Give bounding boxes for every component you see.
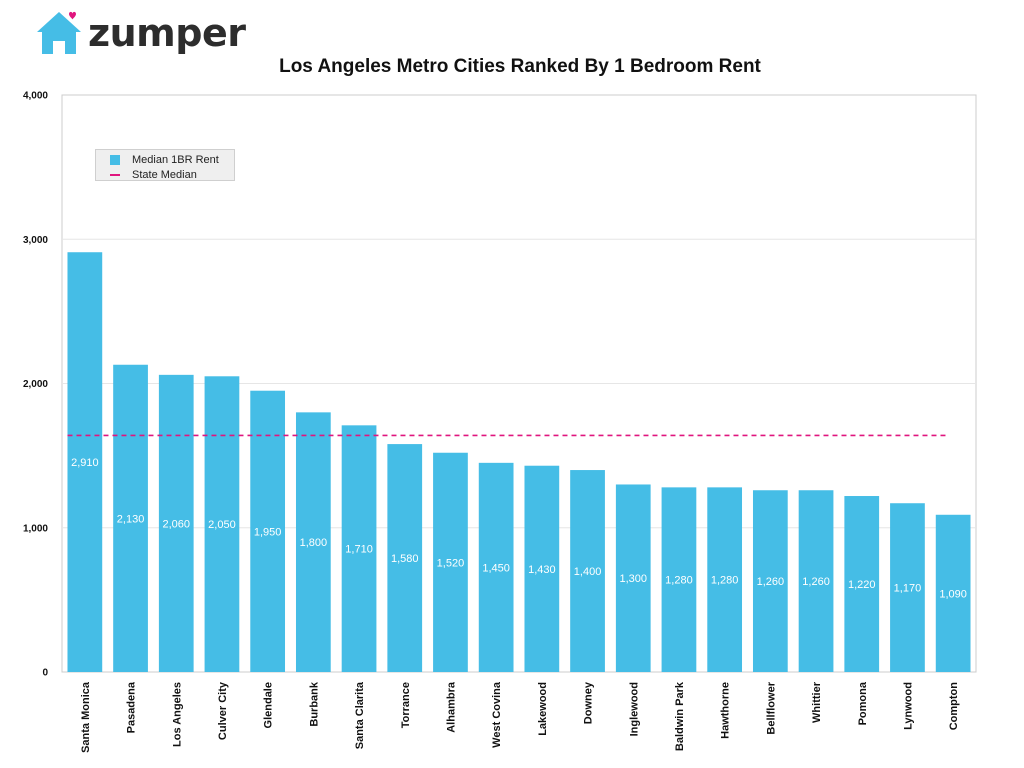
x-category-label: Alhambra — [445, 681, 457, 733]
bar — [295, 412, 331, 672]
bar-value-label: 1,710 — [345, 544, 373, 556]
bar — [935, 514, 971, 672]
x-category-label: Torrance — [400, 682, 412, 728]
bar — [250, 390, 286, 672]
x-category-label: Bellflower — [765, 681, 777, 734]
bar — [524, 465, 560, 672]
x-category-label: Lynwood — [902, 682, 914, 730]
logo-wordmark: zumper — [88, 11, 246, 55]
x-category-label: Santa Clarita — [354, 681, 366, 749]
y-tick-label: 2,000 — [23, 379, 48, 390]
x-category-label: Culver City — [217, 681, 229, 740]
x-category-label: Compton — [948, 682, 960, 731]
bar-value-label: 1,090 — [939, 588, 967, 600]
bar — [113, 364, 148, 672]
bar — [341, 425, 377, 672]
legend-item-median-rent: Median 1BR Rent — [110, 152, 234, 167]
bar — [570, 470, 605, 672]
bar-value-label: 2,130 — [117, 513, 145, 525]
legend-bar-swatch — [110, 154, 120, 165]
x-category-label: Hawthorne — [720, 682, 732, 739]
bar — [204, 376, 240, 672]
bar-value-label: 2,060 — [162, 518, 190, 530]
bar-value-label: 1,260 — [757, 576, 785, 588]
legend-label-median-rent: Median 1BR Rent — [132, 153, 219, 166]
bar — [844, 496, 880, 672]
bar-value-label: 1,400 — [574, 566, 602, 578]
bar — [433, 452, 468, 672]
x-category-label: Lakewood — [537, 682, 549, 736]
legend-dash-swatch — [110, 173, 120, 176]
bar — [890, 503, 925, 672]
bar — [661, 487, 697, 672]
bar-value-label: 1,300 — [619, 573, 647, 585]
bar — [752, 490, 788, 672]
y-tick-label: 0 — [42, 668, 48, 679]
bar-value-label: 1,800 — [300, 537, 328, 549]
bar-value-label: 1,430 — [528, 564, 556, 576]
chart-legend: Median 1BR Rent State Median — [95, 149, 235, 181]
bar — [707, 487, 743, 672]
zumper-logo: zumper — [34, 8, 246, 58]
legend-item-state-median: State Median — [110, 167, 234, 182]
x-category-label: Pasadena — [126, 681, 138, 733]
x-category-label: Inglewood — [628, 682, 640, 736]
x-category-label: Downey — [583, 681, 595, 724]
bar-value-label: 1,280 — [711, 575, 739, 587]
bar-value-label: 1,950 — [254, 526, 282, 538]
bar-value-label: 1,220 — [848, 579, 876, 591]
bar-value-label: 1,280 — [665, 575, 693, 587]
bar-value-label: 1,580 — [391, 553, 419, 565]
x-category-label: Burbank — [308, 681, 320, 727]
bar — [387, 444, 423, 672]
bar-value-label: 2,050 — [208, 519, 236, 531]
bar — [615, 484, 651, 672]
bar-value-label: 1,450 — [482, 562, 510, 574]
bar — [67, 252, 103, 673]
chart-title: Los Angeles Metro Cities Ranked By 1 Bed… — [279, 56, 761, 77]
y-tick-label: 1,000 — [23, 523, 48, 534]
legend-label-state-median: State Median — [132, 168, 197, 181]
bar-value-label: 1,260 — [802, 576, 830, 588]
bar — [478, 462, 514, 672]
x-category-label: Pomona — [857, 681, 869, 725]
x-category-label: Glendale — [263, 682, 275, 728]
x-category-label: Los Angeles — [171, 682, 183, 747]
house-heart-icon — [37, 11, 81, 54]
x-category-label: Baldwin Park — [674, 681, 686, 751]
bar-value-label: 1,520 — [437, 557, 465, 569]
bar-value-label: 2,910 — [71, 457, 99, 469]
x-category-label: Santa Monica — [80, 681, 92, 753]
x-category-label: Whittier — [811, 681, 823, 723]
y-tick-label: 3,000 — [23, 235, 48, 246]
y-tick-label: 4,000 — [23, 91, 48, 102]
x-category-label: West Covina — [491, 681, 503, 748]
bar-value-label: 1,170 — [894, 583, 922, 595]
bar — [798, 490, 834, 672]
bar — [158, 374, 194, 672]
